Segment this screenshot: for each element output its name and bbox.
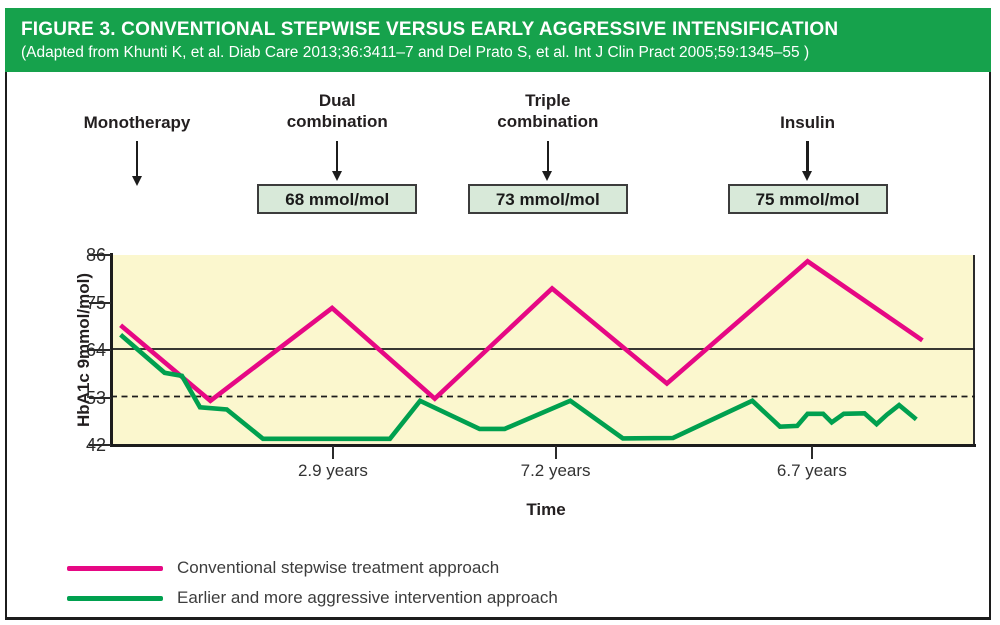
series-lines	[111, 258, 975, 442]
legend-label: Conventional stepwise treatment approach	[177, 558, 500, 577]
stage-arrow-head	[802, 171, 813, 181]
stage-label-2: Triple combination	[438, 90, 658, 132]
legend-swatch	[67, 595, 163, 601]
target-value-box: 75 mmol/mol	[727, 184, 888, 214]
y-tick-mark	[89, 444, 111, 446]
stage-label-line: Insulin	[780, 113, 835, 132]
x-tick-label: 7.2 years	[520, 461, 591, 480]
stage-label-3: Insulin	[698, 112, 918, 133]
stage-arrow-line	[135, 141, 139, 176]
figure-source-citation: (Adapted from Khunti K, et al. Diab Care…	[21, 44, 810, 61]
target-value-box: 68 mmol/mol	[257, 184, 418, 214]
x-tick-label: 2.9 years	[297, 461, 368, 480]
legend-label: Earlier and more aggressive intervention…	[177, 588, 558, 607]
y-tick-mark	[89, 396, 111, 399]
figure-header: FIGURE 3. CONVENTIONAL STEPWISE VERSUS E…	[5, 8, 991, 72]
legend-row: Conventional stepwise treatment approach	[67, 556, 499, 580]
series-line-1	[119, 333, 918, 442]
stage-arrow-line	[806, 141, 809, 171]
stage-label-line: combination	[497, 112, 599, 131]
x-tick-mark	[810, 446, 813, 459]
legend-row: Earlier and more aggressive intervention…	[67, 586, 558, 610]
x-tick-label: 6.7 years	[776, 461, 847, 480]
figure-title: FIGURE 3. CONVENTIONAL STEPWISE VERSUS E…	[21, 19, 839, 40]
x-tick-mark	[554, 446, 557, 459]
y-tick-mark	[89, 349, 111, 351]
stage-arrow-head	[331, 171, 342, 181]
stage-arrow-line	[546, 141, 549, 171]
x-tick-mark	[331, 446, 334, 459]
stage-label-line: combination	[286, 112, 388, 131]
series-line-0	[119, 258, 924, 404]
plot-area	[111, 255, 975, 445]
y-tick-mark	[89, 254, 111, 256]
x-axis-line	[110, 444, 976, 447]
stage-label-0: Monotherapy	[27, 112, 247, 133]
x-axis-title: Time	[526, 500, 566, 519]
stage-label-1: Dual combination	[227, 90, 447, 132]
stage-arrow-head	[542, 171, 553, 181]
stage-label-line: Triple	[525, 91, 571, 110]
legend-swatch	[67, 565, 163, 571]
stage-label-line: Monotherapy	[83, 113, 191, 132]
stage-arrow-head	[131, 176, 142, 186]
figure-border	[5, 8, 991, 620]
stage-label-line: Dual	[318, 91, 356, 110]
target-value-box: 73 mmol/mol	[467, 184, 628, 214]
stage-arrow-line	[336, 141, 339, 171]
y-axis-line	[110, 253, 113, 446]
y-tick-mark	[89, 301, 111, 304]
